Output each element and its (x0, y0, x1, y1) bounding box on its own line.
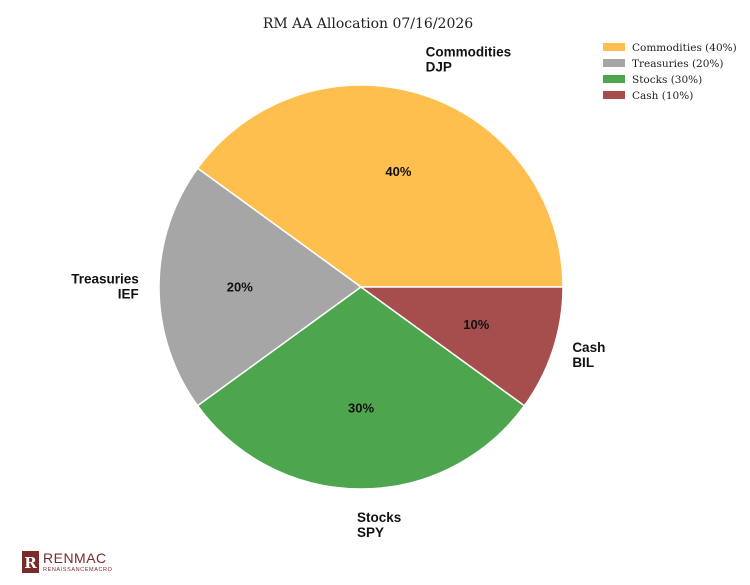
slice-labels: Commodities DJP Treasuries IEF Stocks SPY Cash… (71, 45, 605, 541)
slice-label-commodities: Commodities DJP (426, 45, 512, 75)
pie-slice-commodities (196, 84, 564, 288)
pie-slice-stocks (196, 286, 526, 490)
slice-ticker: IEF (118, 287, 139, 302)
slice-ticker: DJP (426, 60, 452, 75)
logo-subtitle: RENAISSANCEMACRO (43, 567, 113, 573)
legend: Commodities (40%) Treasuries (20%) Stocks … (603, 42, 737, 102)
chart-title: RM AA Allocation 07/16/2026 (263, 16, 473, 32)
legend-swatch-cash (603, 91, 625, 99)
slice-name: Cash (572, 340, 605, 355)
legend-label-stocks: Stocks (30%) (632, 74, 702, 86)
legend-label-commodities: Commodities (40%) (632, 42, 737, 54)
legend-swatch-stocks (603, 75, 625, 83)
slice-label-cash: Cash BIL (572, 340, 605, 370)
pie-slice-treasuries (158, 167, 363, 407)
legend-label-cash: Cash (10%) (632, 90, 693, 102)
percent-labels: 40% 20% 30% 10% (227, 164, 490, 415)
slice-label-treasuries: Treasuries IEF (71, 272, 139, 302)
percent-label-stocks: 30% (348, 401, 374, 416)
pie-slices (158, 84, 564, 490)
pie-slice-cash (358, 286, 564, 407)
slice-label-stocks: Stocks SPY (357, 510, 401, 540)
percent-label-commodities: 40% (385, 164, 411, 179)
logo-name: RENMAC (43, 550, 107, 566)
percent-label-treasuries: 20% (227, 280, 253, 295)
slice-name: Stocks (357, 510, 401, 525)
slice-ticker: BIL (572, 355, 594, 370)
renmac-logo: R RENMAC RENAISSANCEMACRO (22, 550, 113, 573)
logo-mark-icon (22, 551, 39, 573)
slice-ticker: SPY (357, 525, 384, 540)
logo-mark-letter: R (24, 554, 37, 572)
legend-swatch-treasuries (603, 59, 625, 67)
slice-name: Commodities (426, 45, 512, 60)
percent-label-cash: 10% (463, 317, 489, 332)
legend-swatch-commodities (603, 43, 625, 51)
slice-name: Treasuries (71, 272, 139, 287)
legend-label-treasuries: Treasuries (20%) (632, 58, 724, 70)
